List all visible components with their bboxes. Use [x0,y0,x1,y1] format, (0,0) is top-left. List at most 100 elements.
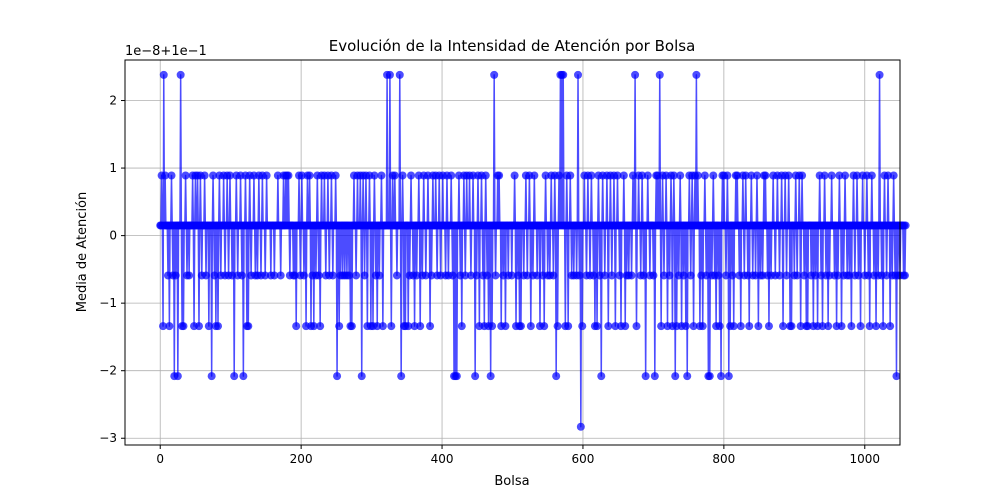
data-point [523,271,532,280]
data-point [373,322,382,331]
data-point [237,271,246,280]
data-point [490,70,499,79]
data-point [516,322,525,331]
x-tick-label: 200 [290,452,313,466]
data-point [717,372,726,381]
data-point [305,171,314,180]
data-point [693,171,702,180]
data-point [597,372,606,381]
data-point [729,322,738,331]
data-point [173,372,182,381]
data-point [793,271,802,280]
series-markers [156,70,910,431]
data-point [530,171,539,180]
data-point [461,271,470,280]
data-point [214,322,222,331]
data-point [775,271,784,280]
data-point [159,70,168,79]
data-point [796,322,805,331]
data-point [632,322,641,331]
data-point [657,322,666,331]
data-point [328,271,337,280]
data-point [854,271,863,280]
data-point [700,171,709,180]
data-point [276,271,285,280]
data-point [360,271,369,280]
data-point [615,271,624,280]
data-point [736,322,745,331]
data-point [604,322,613,331]
data-point [486,372,495,381]
data-point [631,70,640,79]
data-point [385,70,394,79]
data-point [676,171,685,180]
data-point [714,271,723,280]
data-point [882,271,891,280]
data-point [761,171,770,180]
data-point [397,372,406,381]
data-point [818,322,827,331]
data-point [514,271,523,280]
data-point [375,271,384,280]
data-point [733,171,742,180]
data-series [156,70,910,431]
data-point [803,322,812,331]
data-point [225,171,234,180]
data-point [481,171,490,180]
data-point [607,271,616,280]
data-point [526,322,535,331]
data-point [681,322,690,331]
data-point [426,322,435,331]
data-point [491,271,500,280]
data-point [333,372,342,381]
data-point [613,171,622,180]
data-point [575,271,584,280]
y-axis-label: Media de Atención [75,192,90,313]
data-point [619,171,628,180]
data-point [457,322,466,331]
data-point [845,271,854,280]
data-point [370,171,379,180]
data-point [683,372,692,381]
y-tick-label: 2 [109,94,117,108]
axis-ticks: 0 200 400 600 800 1000 −3 −2 −1 0 1 2 [99,94,880,466]
data-point [665,271,674,280]
data-point [892,372,901,381]
data-point [578,322,587,331]
data-point [179,322,188,331]
data-point [483,271,492,280]
data-point [600,271,609,280]
data-point [835,171,844,180]
data-point [659,271,668,280]
data-point [452,372,461,381]
x-tick-label: 400 [431,452,454,466]
data-point [395,70,404,79]
data-point [555,171,563,180]
data-point [723,171,732,180]
data-point [410,322,419,331]
data-point [811,271,820,280]
data-point [886,322,895,331]
data-point [345,271,354,280]
data-point [284,171,293,180]
data-point [669,171,678,180]
data-point [566,171,575,180]
data-point [782,271,791,280]
data-point [589,271,598,280]
data-point [209,171,218,180]
data-point [715,322,724,331]
data-point [471,372,480,381]
data-point [643,171,652,180]
data-point [865,322,874,331]
data-point [552,372,561,381]
data-point [650,372,659,381]
data-point [412,271,421,280]
data-point [270,271,279,280]
data-point [448,271,457,280]
data-point [564,322,573,331]
data-point [207,372,216,381]
data-point [541,171,550,180]
data-point [159,322,168,331]
y-tick-label: 0 [109,229,117,243]
